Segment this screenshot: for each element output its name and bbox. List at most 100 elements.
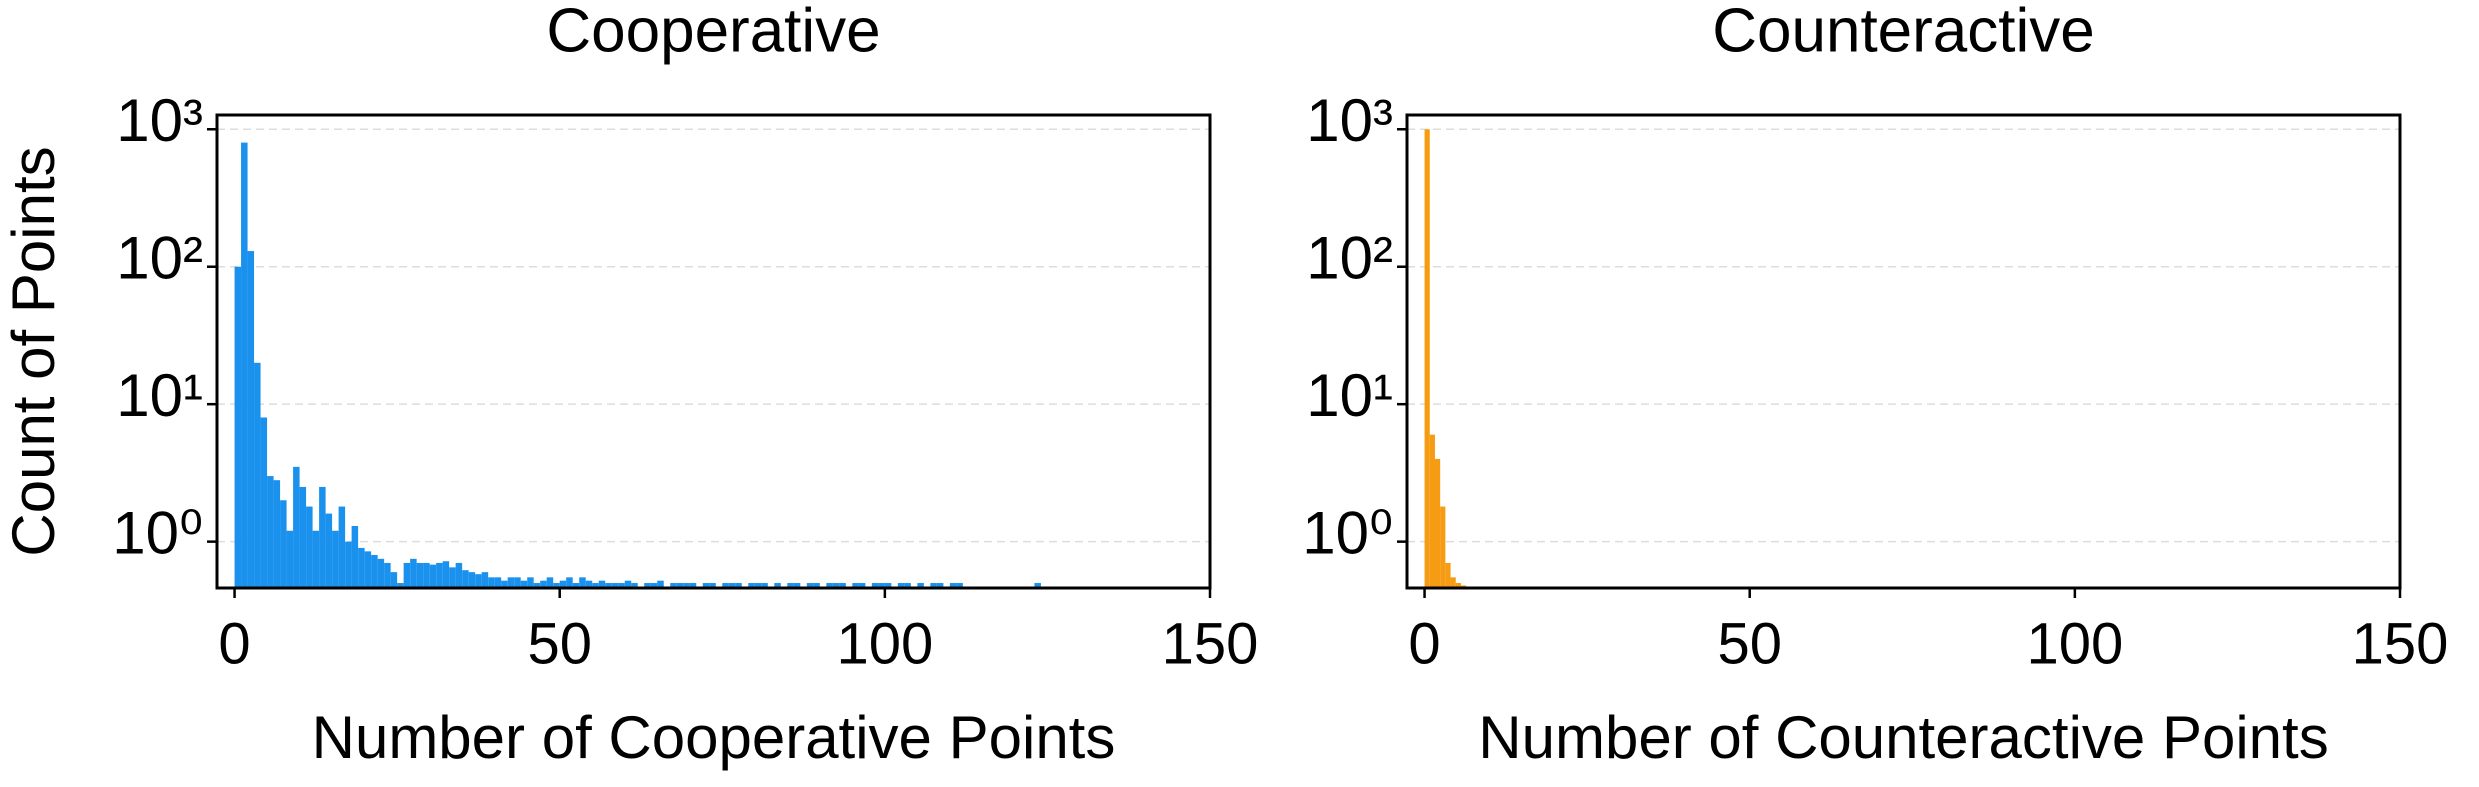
bar xyxy=(234,266,242,588)
bar xyxy=(312,530,320,588)
bar xyxy=(436,562,443,588)
bar xyxy=(813,583,820,588)
bar xyxy=(839,583,846,588)
bar xyxy=(650,583,658,588)
bar xyxy=(260,417,268,588)
bar xyxy=(514,577,521,588)
bar xyxy=(390,572,398,588)
bar xyxy=(1429,434,1435,588)
bar xyxy=(1445,562,1451,588)
bar xyxy=(273,480,281,588)
bar xyxy=(247,251,255,588)
bar xyxy=(299,486,307,588)
y-tick-label: 10³ xyxy=(1306,87,1393,154)
bar xyxy=(748,583,755,588)
bar xyxy=(371,554,378,588)
bar xyxy=(936,583,944,588)
bar xyxy=(722,583,729,588)
bar xyxy=(702,583,710,588)
bar xyxy=(579,577,586,588)
bar xyxy=(384,562,391,588)
bar xyxy=(871,583,879,588)
bar xyxy=(930,583,937,588)
bar xyxy=(670,583,677,588)
bar xyxy=(754,583,762,588)
bar xyxy=(689,583,697,588)
bar xyxy=(598,580,606,588)
bar xyxy=(306,506,313,588)
x-tick-label: 0 xyxy=(1408,611,1440,676)
x-tick-label: 100 xyxy=(2026,611,2123,676)
x-axis-label: Number of Counteractive Points xyxy=(1478,704,2328,771)
bar xyxy=(572,583,580,588)
bar xyxy=(494,577,502,588)
bar xyxy=(852,583,859,588)
bar xyxy=(429,564,437,588)
x-tick-label: 150 xyxy=(1162,611,1259,676)
bar xyxy=(735,583,742,588)
bar xyxy=(1455,583,1461,588)
bar xyxy=(319,486,326,588)
y-tick-label: 10⁰ xyxy=(112,499,203,566)
x-tick-label: 0 xyxy=(218,611,250,676)
bar xyxy=(351,525,359,588)
chart-title: Cooperative xyxy=(546,0,880,65)
bar xyxy=(475,574,482,588)
bar xyxy=(377,558,385,588)
bar xyxy=(410,558,417,588)
bar xyxy=(878,583,885,588)
bar xyxy=(540,580,547,588)
bar xyxy=(657,580,664,588)
bar xyxy=(280,500,287,588)
bar xyxy=(520,580,528,588)
bar xyxy=(585,580,593,588)
x-tick-label: 50 xyxy=(1717,611,1782,676)
bar xyxy=(267,476,274,588)
bar xyxy=(293,466,300,588)
bar xyxy=(286,530,294,588)
bar xyxy=(416,562,424,588)
bar xyxy=(1450,577,1456,588)
bar xyxy=(611,583,619,588)
y-tick-label: 10¹ xyxy=(1306,362,1393,429)
bar xyxy=(709,583,716,588)
bar xyxy=(559,580,567,588)
bar xyxy=(644,583,651,588)
y-tick-label: 10³ xyxy=(116,87,203,154)
x-tick-label: 50 xyxy=(527,611,592,676)
bar xyxy=(1434,458,1441,588)
y-tick-label: 10² xyxy=(1306,225,1393,292)
bar xyxy=(449,567,456,588)
bar xyxy=(858,583,866,588)
bar xyxy=(826,583,833,588)
x-tick-label: 150 xyxy=(2352,611,2449,676)
bar xyxy=(423,562,430,588)
bar xyxy=(488,577,495,588)
bar xyxy=(949,583,957,588)
bar xyxy=(884,583,892,588)
bar xyxy=(897,583,905,588)
bar xyxy=(1440,506,1446,588)
bar xyxy=(403,562,411,588)
bar xyxy=(624,580,632,588)
bar xyxy=(338,506,346,588)
bar xyxy=(364,551,372,588)
bar xyxy=(527,577,534,588)
bar xyxy=(553,583,560,588)
bar xyxy=(761,583,768,588)
bar xyxy=(468,572,476,588)
y-tick-label: 10¹ xyxy=(116,362,203,429)
bar xyxy=(507,577,515,588)
plot-frame xyxy=(1405,113,2402,590)
bar xyxy=(631,583,638,588)
bar xyxy=(806,583,814,588)
x-tick-label: 100 xyxy=(836,611,933,676)
bar xyxy=(481,572,489,588)
bar xyxy=(793,583,801,588)
bar xyxy=(832,583,840,588)
bar xyxy=(728,583,736,588)
bar xyxy=(455,562,463,588)
bar xyxy=(345,541,352,588)
y-axis-label: Count of Points xyxy=(0,146,67,556)
